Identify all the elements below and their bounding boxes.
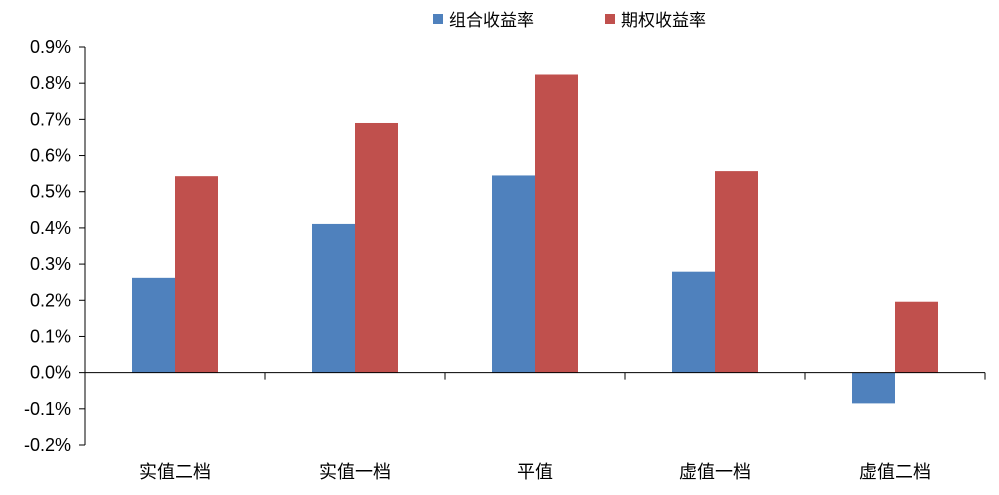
x-category-label: 实值二档 [139,462,211,483]
legend-swatch-option [605,14,615,24]
y-tick-label: 0.6% [30,146,71,166]
y-tick-label: -0.1% [24,399,71,419]
bar-portfolio-return [852,372,895,404]
bar-option-return [895,301,938,373]
y-tick-label: 0.8% [30,73,71,93]
x-category-label: 平值 [517,462,553,483]
y-tick-label: 0.9% [30,37,71,57]
bar-option-return [535,74,578,373]
bar-portfolio-return [132,277,175,373]
legend-label-portfolio: 组合收益率 [449,11,534,31]
y-tick-label: -0.2% [24,435,71,455]
x-category-label: 虚值一档 [679,462,751,483]
bars [132,74,938,404]
y-tick-label: 0.2% [30,290,71,310]
bar-portfolio-return [672,271,715,373]
y-axis: 0.9% 0.8% 0.7% 0.6% 0.5% 0.4% 0.3% 0.2% 0.1% 0.0%… [24,37,86,455]
legend-label-option: 期权收益率 [621,11,706,31]
y-tick-label: 0.3% [30,254,71,274]
x-axis: 实值二档 实值一档 平值 虚值一档 虚值二档 [84,372,986,483]
legend-swatch-portfolio [433,14,443,24]
legend: 组合收益率 期权收益率 [433,11,706,31]
bar-portfolio-return [312,223,355,373]
y-tick-label: 0.4% [30,218,71,238]
bar-option-return [355,122,398,373]
x-category-label: 实值一档 [319,462,391,483]
y-tick-label: 0.1% [30,326,71,346]
y-tick-label: 0.5% [30,182,71,202]
bar-option-return [175,176,218,373]
y-tick-label: 0.7% [30,109,71,129]
x-category-label: 虚值二档 [859,462,931,483]
bar-portfolio-return [492,175,535,373]
bar-option-return [715,171,758,373]
y-tick-label: 0.0% [30,363,71,383]
